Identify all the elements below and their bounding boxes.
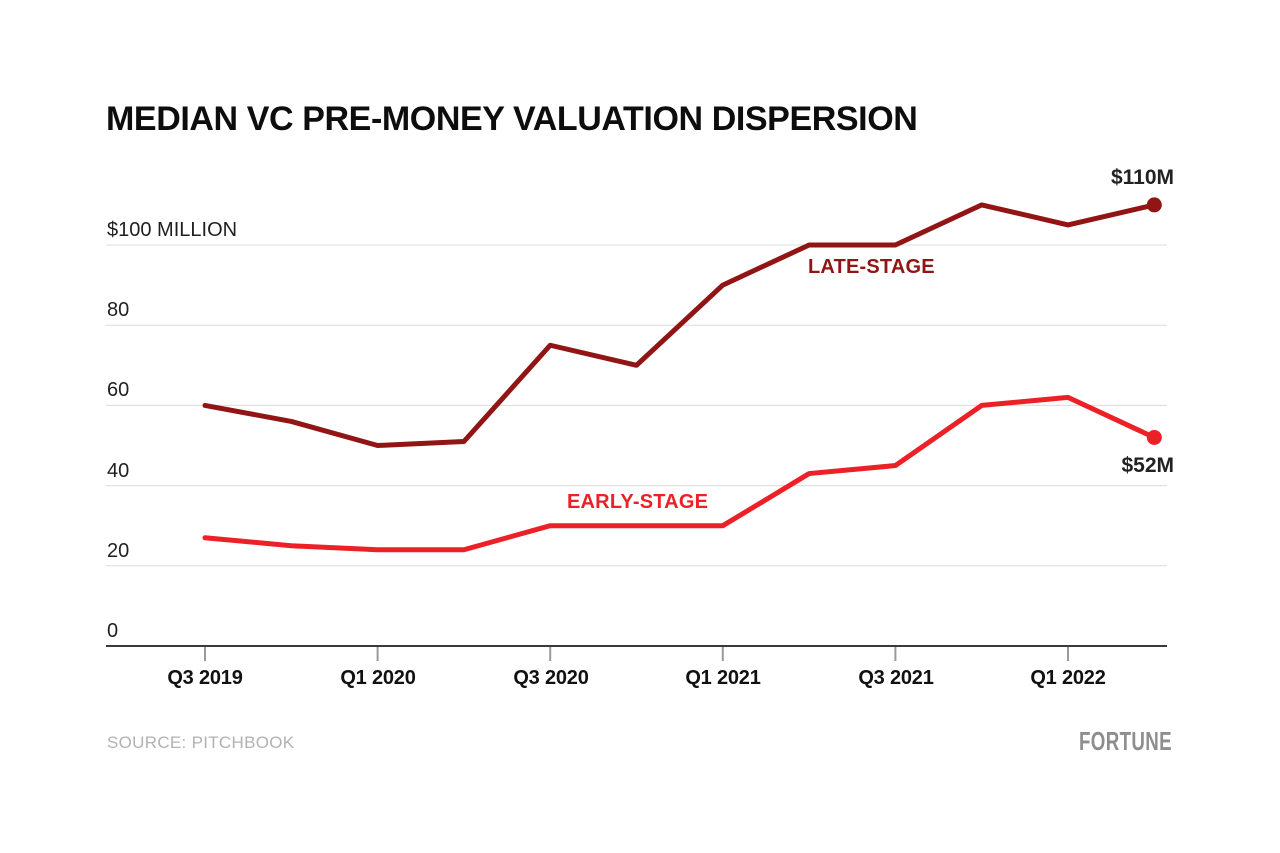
source-credit: SOURCE: PITCHBOOK bbox=[107, 733, 295, 752]
end-value-label-early-stage: $52M bbox=[1121, 454, 1174, 477]
y-axis-label-40: 40 bbox=[107, 460, 130, 482]
x-axis-label-q1-2022: Q1 2022 bbox=[1030, 667, 1106, 689]
y-axis-label-60: 60 bbox=[107, 379, 130, 401]
chart-title: MEDIAN VC PRE-MONEY VALUATION DISPERSION bbox=[106, 100, 918, 138]
y-axis-label-0: 0 bbox=[107, 620, 119, 642]
x-axis-label-q3-2019: Q3 2019 bbox=[167, 667, 243, 689]
y-axis-label-80: 80 bbox=[107, 299, 130, 321]
series-label-early-stage: EARLY-STAGE bbox=[567, 491, 709, 513]
y-axis-label-20: 20 bbox=[107, 540, 130, 562]
end-value-label-late-stage: $110M bbox=[1110, 166, 1174, 189]
series-label-late-stage: LATE-STAGE bbox=[808, 256, 935, 278]
x-axis-label-q3-2021: Q3 2021 bbox=[858, 667, 934, 689]
x-axis-label-q3-2020: Q3 2020 bbox=[513, 667, 589, 689]
x-axis-label-q1-2021: Q1 2021 bbox=[685, 667, 761, 689]
fortune-logo: FORTUNE bbox=[1078, 726, 1172, 756]
x-axis-label-q1-2020: Q1 2020 bbox=[340, 667, 416, 689]
y-axis-label-100m: $100 MILLION bbox=[107, 219, 238, 241]
